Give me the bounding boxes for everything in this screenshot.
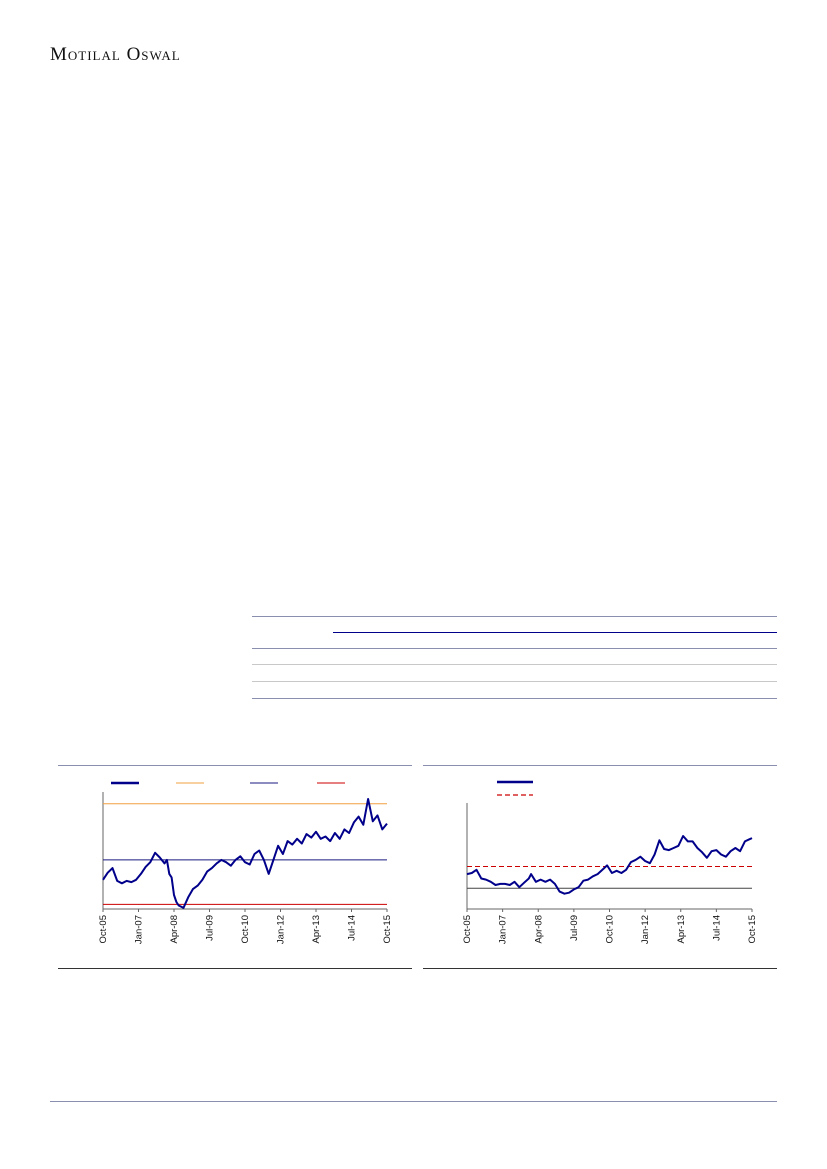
table-row-divider: [252, 681, 777, 682]
x-tick-label: Oct-10: [605, 915, 616, 944]
x-tick-label: Apr-13: [311, 915, 322, 944]
x-tick-label: Apr-08: [169, 915, 180, 944]
x-tick-label: Jan-07: [134, 915, 145, 944]
x-tick-label: Oct-05: [462, 915, 473, 944]
right-exhibit-top-rule: [423, 765, 777, 766]
x-tick-label: Oct-15: [747, 915, 758, 944]
right-chart: Oct-05 Jan-07 Apr-08 Jul-09 Oct-10 Jan-12 Apr-…: [423, 770, 777, 965]
right-chart-svg: Oct-05 Jan-07 Apr-08 Jul-09 Oct-10 Jan-12 Apr-…: [462, 780, 758, 944]
x-tick-label: Jul-09: [569, 915, 580, 941]
left-chart: Oct-05 Jan-07 Apr-08 Jul-09 Oct-10 Jan-12 Apr-…: [58, 770, 412, 965]
series-line: [102, 798, 388, 909]
left-exhibit-top-rule: [58, 765, 412, 766]
x-tick-label: Jul-14: [711, 915, 722, 941]
table-header-rule: [252, 648, 777, 649]
footer-rule: [50, 1101, 777, 1102]
x-tick-label: Jul-14: [347, 915, 358, 941]
x-tick-label: Jul-09: [205, 915, 216, 941]
table-top-rule: [252, 616, 777, 617]
x-tick-label: Oct-15: [382, 915, 393, 944]
brand-logo: Motilal Oswal: [50, 44, 181, 65]
x-tick-label: Apr-08: [533, 915, 544, 944]
x-tick-label: Jan-12: [640, 915, 651, 944]
x-tick-label: Jan-12: [276, 915, 287, 944]
series-line: [466, 835, 753, 895]
left-exhibit-bottom-rule: [58, 968, 412, 969]
table-bottom-rule: [252, 698, 777, 699]
right-exhibit-bottom-rule: [423, 968, 777, 969]
x-tick-label: Oct-05: [98, 915, 109, 944]
x-tick-label: Jan-07: [498, 915, 509, 944]
x-tick-label: Apr-13: [676, 915, 687, 944]
table-row-divider: [252, 664, 777, 665]
x-tick-label: Oct-10: [240, 915, 251, 944]
left-chart-svg: Oct-05 Jan-07 Apr-08 Jul-09 Oct-10 Jan-12 Apr-…: [98, 781, 393, 944]
table-subheader-rule: [333, 632, 777, 633]
